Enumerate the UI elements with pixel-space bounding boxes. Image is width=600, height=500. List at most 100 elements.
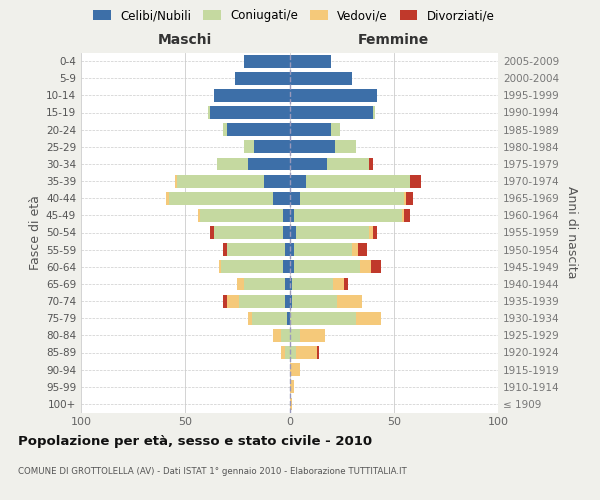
Bar — [290, 243, 293, 256]
Bar — [404, 209, 410, 222]
Bar — [214, 226, 283, 239]
Bar — [290, 363, 300, 376]
Bar — [290, 209, 293, 222]
Bar — [290, 174, 306, 188]
Text: COMUNE DI GROTTOLELLA (AV) - Dati ISTAT 1° gennaio 2010 - Elaborazione TUTTITALI: COMUNE DI GROTTOLELLA (AV) - Dati ISTAT … — [18, 468, 407, 476]
Bar — [287, 312, 290, 324]
Bar — [286, 294, 290, 308]
Bar — [296, 226, 369, 239]
Bar — [404, 192, 406, 204]
Bar — [218, 260, 221, 273]
Y-axis label: Anni di nascita: Anni di nascita — [565, 186, 578, 279]
Bar — [290, 329, 300, 342]
Bar — [371, 260, 381, 273]
Bar — [290, 346, 296, 359]
Bar — [223, 123, 227, 136]
Bar — [244, 278, 286, 290]
Bar — [283, 260, 290, 273]
Bar — [300, 329, 325, 342]
Text: Maschi: Maschi — [158, 34, 212, 48]
Bar — [166, 192, 169, 204]
Text: Femmine: Femmine — [358, 34, 430, 48]
Bar — [410, 174, 421, 188]
Bar — [283, 226, 290, 239]
Text: Popolazione per età, sesso e stato civile - 2010: Popolazione per età, sesso e stato civil… — [18, 435, 372, 448]
Legend: Celibi/Nubili, Coniugati/e, Vedovi/e, Divorziati/e: Celibi/Nubili, Coniugati/e, Vedovi/e, Di… — [90, 6, 498, 26]
Bar — [169, 192, 273, 204]
Bar — [290, 260, 293, 273]
Y-axis label: Fasce di età: Fasce di età — [29, 195, 42, 270]
Bar — [293, 260, 361, 273]
Bar — [296, 346, 317, 359]
Bar — [369, 226, 373, 239]
Bar — [286, 278, 290, 290]
Bar — [369, 158, 373, 170]
Bar — [281, 329, 290, 342]
Bar — [198, 209, 200, 222]
Bar — [292, 278, 333, 290]
Bar — [235, 72, 290, 85]
Bar — [290, 106, 373, 119]
Bar — [293, 209, 402, 222]
Bar — [244, 54, 290, 68]
Bar — [286, 243, 290, 256]
Bar — [283, 209, 290, 222]
Bar — [293, 243, 352, 256]
Bar — [406, 192, 413, 204]
Bar — [290, 72, 352, 85]
Bar — [290, 140, 335, 153]
Bar — [335, 140, 356, 153]
Bar — [373, 106, 375, 119]
Bar — [290, 312, 356, 324]
Bar — [358, 243, 367, 256]
Bar — [292, 294, 337, 308]
Bar — [290, 226, 296, 239]
Bar — [248, 158, 290, 170]
Bar — [290, 158, 327, 170]
Bar — [306, 174, 410, 188]
Bar — [317, 346, 319, 359]
Bar — [208, 106, 210, 119]
Bar — [290, 192, 300, 204]
Bar — [333, 278, 344, 290]
Bar — [290, 294, 292, 308]
Bar — [290, 398, 292, 410]
Bar — [177, 174, 265, 188]
Bar — [265, 174, 290, 188]
Bar — [290, 89, 377, 102]
Bar — [221, 260, 283, 273]
Bar — [175, 174, 177, 188]
Bar — [217, 158, 248, 170]
Bar — [373, 226, 377, 239]
Bar — [200, 209, 283, 222]
Bar — [223, 294, 227, 308]
Bar — [223, 243, 227, 256]
Bar — [331, 123, 340, 136]
Bar — [252, 312, 287, 324]
Bar — [290, 278, 292, 290]
Bar — [210, 106, 290, 119]
Bar — [214, 89, 290, 102]
Bar — [286, 346, 290, 359]
Bar — [254, 140, 290, 153]
Bar — [244, 140, 254, 153]
Bar — [281, 346, 286, 359]
Bar — [290, 54, 331, 68]
Bar — [327, 158, 369, 170]
Bar — [227, 294, 239, 308]
Bar — [238, 278, 244, 290]
Bar — [248, 312, 252, 324]
Bar — [290, 123, 331, 136]
Bar — [300, 192, 404, 204]
Bar — [239, 294, 286, 308]
Bar — [352, 243, 358, 256]
Bar — [290, 380, 293, 393]
Bar — [361, 260, 371, 273]
Bar — [402, 209, 404, 222]
Bar — [210, 226, 214, 239]
Bar — [344, 278, 348, 290]
Bar — [337, 294, 362, 308]
Bar — [356, 312, 381, 324]
Bar — [227, 123, 290, 136]
Bar — [227, 243, 286, 256]
